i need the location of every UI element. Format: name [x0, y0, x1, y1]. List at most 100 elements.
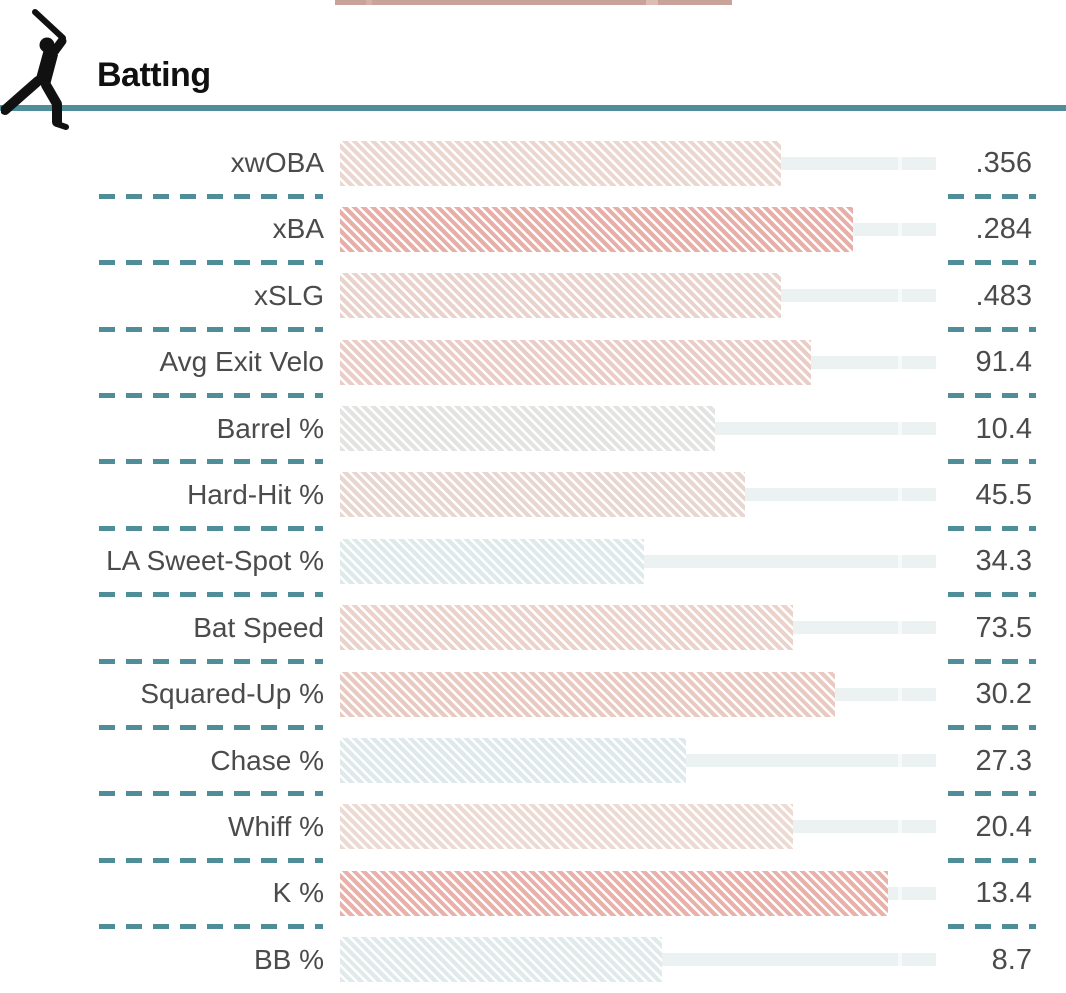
track-notch — [898, 289, 902, 303]
row-divider-left — [99, 725, 323, 731]
stat-label: K % — [272, 877, 324, 909]
percentile-bar-area — [340, 538, 936, 584]
stat-label: Barrel % — [216, 412, 324, 444]
stat-label: Chase % — [210, 744, 324, 776]
stat-label: LA Sweet-Spot % — [106, 545, 324, 577]
stat-label: BB % — [253, 943, 324, 975]
percentile-bar[interactable] — [340, 472, 746, 518]
stat-row: Chase % 27.3 — [0, 728, 1066, 797]
track-notch — [898, 488, 902, 502]
row-divider-right — [948, 525, 1036, 531]
percentile-bar[interactable] — [340, 206, 853, 252]
percentile-bar-area — [340, 738, 936, 784]
stat-label: Avg Exit Velo — [159, 346, 324, 378]
stat-row: xSLG .483 — [0, 263, 1066, 332]
stat-row: xwOBA .356 — [0, 130, 1066, 199]
percentile-bar[interactable] — [340, 140, 782, 186]
stat-value: 8.7 — [991, 943, 1032, 976]
row-divider-left — [99, 658, 323, 664]
stat-value: .483 — [975, 279, 1032, 312]
percentile-bar-area — [340, 206, 936, 252]
track-notch — [898, 687, 902, 701]
percentile-bar-area — [340, 140, 936, 186]
stat-row: Whiff % 20.4 — [0, 794, 1066, 863]
row-divider-right — [948, 924, 1036, 930]
track-notch — [898, 156, 902, 170]
stat-row: Avg Exit Velo 91.4 — [0, 329, 1066, 399]
percentile-bar-area — [340, 870, 936, 916]
row-divider-left — [99, 193, 323, 199]
row-divider-left — [99, 393, 323, 399]
stat-label: Whiff % — [228, 810, 324, 842]
batter-icon — [0, 5, 91, 136]
stat-row: Squared-Up % 30.2 — [0, 661, 1066, 731]
stat-label: Bat Speed — [193, 611, 324, 643]
stat-label: Hard-Hit % — [187, 478, 324, 510]
stat-value: 27.3 — [975, 744, 1032, 777]
track-notch — [898, 355, 902, 369]
row-divider-right — [948, 393, 1036, 399]
stat-value: .284 — [975, 213, 1032, 246]
percentile-bar[interactable] — [340, 937, 662, 983]
stat-value: 30.2 — [975, 678, 1032, 711]
percentile-bar[interactable] — [340, 538, 644, 584]
stat-row: K % 13.4 — [0, 860, 1066, 930]
percentile-bar[interactable] — [340, 738, 686, 784]
stat-value: .356 — [975, 147, 1032, 179]
stat-rows: xwOBA .356 xBA .284 xSLG .483 Avg Exit V… — [0, 130, 1066, 993]
section-divider — [0, 105, 1066, 111]
stat-label: xBA — [272, 213, 324, 245]
track-notch — [898, 953, 902, 967]
percentile-bar-area — [340, 406, 936, 452]
percentile-bar[interactable] — [340, 804, 793, 850]
stat-row: BB % 8.7 — [0, 927, 1066, 993]
stat-value: 91.4 — [975, 346, 1032, 379]
percentile-bar-area — [340, 937, 936, 983]
track-notch — [898, 222, 902, 236]
row-divider-left — [99, 525, 323, 531]
stat-label: xSLG — [253, 279, 324, 311]
stat-value: 20.4 — [975, 810, 1032, 843]
row-divider-right — [948, 592, 1036, 598]
percentile-bar[interactable] — [340, 406, 716, 452]
row-divider-left — [99, 791, 323, 797]
percentile-bar[interactable] — [340, 870, 889, 916]
stat-value: 10.4 — [975, 412, 1032, 445]
stat-value: 73.5 — [975, 611, 1032, 644]
percentile-bar[interactable] — [340, 273, 782, 319]
track-notch — [898, 422, 902, 436]
section-title: Batting — [97, 56, 211, 94]
stat-row: Bat Speed 73.5 — [0, 595, 1066, 664]
percentile-bar-area — [340, 273, 936, 319]
row-divider-left — [99, 857, 323, 863]
stat-value: 34.3 — [975, 545, 1032, 578]
row-divider-right — [948, 459, 1036, 465]
stat-row: Hard-Hit % 45.5 — [0, 462, 1066, 531]
percentile-bar[interactable] — [340, 339, 811, 385]
row-divider-left — [99, 459, 323, 465]
percentile-bar[interactable] — [340, 671, 835, 717]
track-notch — [898, 621, 902, 635]
previous-section-bar-fragment — [335, 0, 732, 5]
row-divider-right — [948, 725, 1036, 731]
row-divider-left — [99, 326, 323, 332]
track-notch — [898, 886, 902, 900]
row-divider-left — [99, 924, 323, 930]
percentile-bar-area — [340, 605, 936, 651]
row-divider-left — [99, 592, 323, 598]
stat-row: Barrel % 10.4 — [0, 396, 1066, 465]
percentile-bar[interactable] — [340, 605, 793, 651]
stat-label: Squared-Up % — [140, 678, 324, 710]
stat-row: xBA .284 — [0, 196, 1066, 266]
stat-value: 45.5 — [975, 478, 1032, 511]
row-divider-right — [948, 791, 1036, 797]
track-notch — [898, 754, 902, 768]
track-notch — [898, 554, 902, 568]
stat-label: xwOBA — [230, 147, 324, 178]
percentile-bar-area — [340, 472, 936, 518]
percentile-bar-area — [340, 671, 936, 717]
row-divider-right — [948, 857, 1036, 863]
percentile-bar-area — [340, 804, 936, 850]
row-divider-left — [99, 260, 323, 266]
